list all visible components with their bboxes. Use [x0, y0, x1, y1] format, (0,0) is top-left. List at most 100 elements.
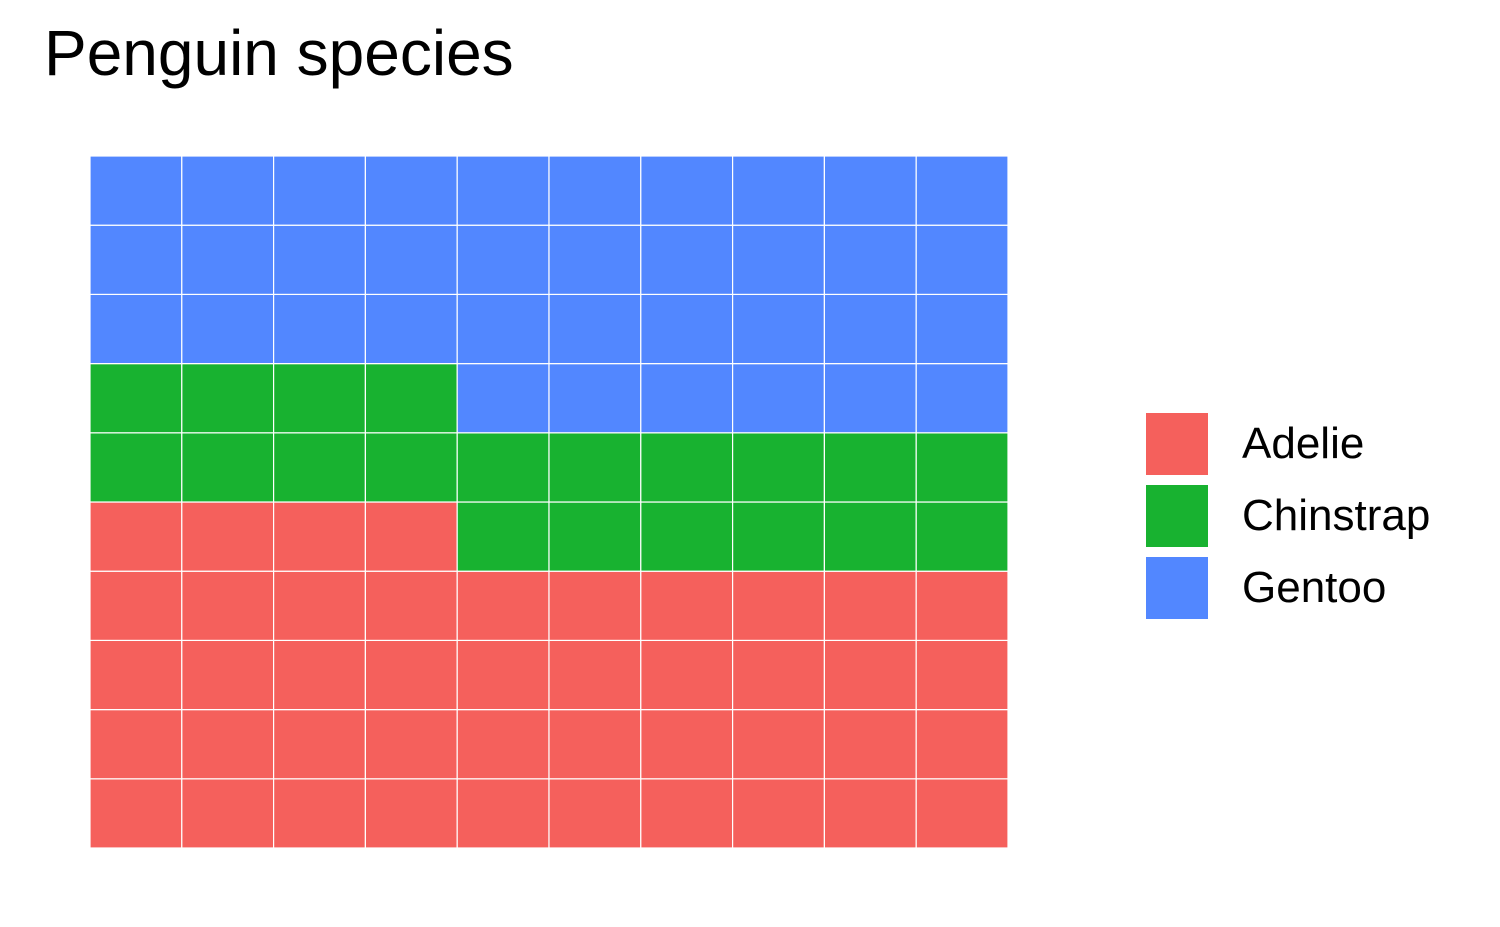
waffle-cell-adelie	[364, 570, 458, 642]
waffle-cell-chinstrap	[181, 432, 275, 503]
waffle-cell-gentoo	[731, 363, 825, 434]
waffle-cell-chinstrap	[456, 432, 550, 503]
waffle-cell-chinstrap	[731, 432, 825, 503]
waffle-cell-chinstrap	[89, 432, 183, 503]
waffle-cell-adelie	[456, 708, 550, 780]
legend: Adelie Chinstrap Gentoo	[1146, 413, 1430, 629]
waffle-cell-adelie	[456, 778, 550, 849]
waffle-cell-gentoo	[89, 155, 183, 226]
waffle-cell-gentoo	[456, 293, 550, 365]
waffle-cell-adelie	[273, 639, 367, 711]
waffle-cell-adelie	[915, 639, 1009, 711]
waffle-cell-gentoo	[915, 224, 1009, 295]
waffle-cell-adelie	[640, 639, 734, 711]
waffle-cell-adelie	[89, 570, 183, 642]
waffle-cell-adelie	[181, 708, 275, 780]
waffle-cell-chinstrap	[181, 363, 275, 434]
waffle-cell-adelie	[640, 778, 734, 849]
waffle-cell-gentoo	[364, 224, 458, 295]
waffle-cell-adelie	[731, 708, 825, 780]
waffle-cell-adelie	[89, 708, 183, 780]
waffle-cell-chinstrap	[640, 432, 734, 503]
waffle-cell-gentoo	[548, 224, 642, 295]
waffle-cell-chinstrap	[364, 363, 458, 434]
waffle-cell-chinstrap	[456, 501, 550, 572]
waffle-cell-adelie	[273, 570, 367, 642]
waffle-cell-adelie	[364, 501, 458, 572]
waffle-cell-adelie	[89, 639, 183, 711]
legend-item-chinstrap: Chinstrap	[1146, 485, 1430, 547]
waffle-cell-adelie	[640, 570, 734, 642]
waffle-cell-adelie	[823, 708, 917, 780]
waffle-cell-adelie	[915, 708, 1009, 780]
waffle-cell-chinstrap	[89, 363, 183, 434]
waffle-cell-adelie	[915, 570, 1009, 642]
waffle-cell-adelie	[548, 570, 642, 642]
waffle-cell-chinstrap	[548, 501, 642, 572]
waffle-cell-gentoo	[181, 293, 275, 365]
legend-label-gentoo: Gentoo	[1242, 563, 1387, 612]
waffle-cell-gentoo	[273, 224, 367, 295]
waffle-cell-gentoo	[640, 293, 734, 365]
waffle-cell-adelie	[548, 639, 642, 711]
waffle-cell-gentoo	[181, 155, 275, 226]
waffle-cell-gentoo	[456, 155, 550, 226]
waffle-cell-gentoo	[731, 155, 825, 226]
waffle-cell-adelie	[456, 639, 550, 711]
waffle-cell-gentoo	[548, 155, 642, 226]
waffle-cell-gentoo	[640, 155, 734, 226]
waffle-cell-adelie	[364, 778, 458, 849]
waffle-cell-gentoo	[915, 363, 1009, 434]
waffle-cell-gentoo	[456, 363, 550, 434]
waffle-cell-adelie	[89, 778, 183, 849]
waffle-cell-gentoo	[364, 155, 458, 226]
waffle-cell-chinstrap	[273, 432, 367, 503]
waffle-cell-adelie	[640, 708, 734, 780]
waffle-cell-adelie	[364, 708, 458, 780]
waffle-cell-chinstrap	[915, 432, 1009, 503]
waffle-cell-chinstrap	[823, 501, 917, 572]
legend-swatch-chinstrap	[1146, 485, 1208, 547]
waffle-cell-gentoo	[89, 293, 183, 365]
waffle-cell-chinstrap	[915, 501, 1009, 572]
waffle-cell-gentoo	[89, 224, 183, 295]
waffle-cell-gentoo	[823, 224, 917, 295]
waffle-cell-adelie	[731, 639, 825, 711]
waffle-cell-gentoo	[548, 363, 642, 434]
waffle-cell-adelie	[731, 778, 825, 849]
waffle-cell-adelie	[456, 570, 550, 642]
waffle-cell-gentoo	[823, 363, 917, 434]
waffle-cell-gentoo	[915, 293, 1009, 365]
legend-swatch-gentoo	[1146, 557, 1208, 619]
waffle-cell-chinstrap	[273, 363, 367, 434]
legend-item-gentoo: Gentoo	[1146, 557, 1430, 619]
waffle-cell-adelie	[548, 778, 642, 849]
waffle-cell-adelie	[181, 639, 275, 711]
waffle-cell-gentoo	[548, 293, 642, 365]
legend-label-adelie: Adelie	[1242, 419, 1365, 468]
waffle-cell-gentoo	[181, 224, 275, 295]
waffle-cell-gentoo	[640, 363, 734, 434]
waffle-cell-adelie	[273, 501, 367, 572]
waffle-cell-adelie	[89, 501, 183, 572]
waffle-cell-gentoo	[456, 224, 550, 295]
waffle-cell-chinstrap	[548, 432, 642, 503]
waffle-cell-chinstrap	[823, 432, 917, 503]
waffle-cell-adelie	[823, 639, 917, 711]
waffle-cell-gentoo	[915, 155, 1009, 226]
waffle-cell-adelie	[273, 778, 367, 849]
waffle-cell-adelie	[823, 778, 917, 849]
waffle-cell-gentoo	[273, 155, 367, 226]
waffle-cell-gentoo	[640, 224, 734, 295]
legend-swatch-adelie	[1146, 413, 1208, 475]
waffle-cell-adelie	[273, 708, 367, 780]
waffle-cell-chinstrap	[364, 432, 458, 503]
waffle-cell-adelie	[181, 778, 275, 849]
waffle-cell-chinstrap	[731, 501, 825, 572]
chart-title: Penguin species	[44, 17, 514, 89]
legend-label-chinstrap: Chinstrap	[1242, 491, 1431, 540]
legend-item-adelie: Adelie	[1146, 413, 1430, 475]
waffle-cell-gentoo	[364, 293, 458, 365]
waffle-cell-adelie	[181, 570, 275, 642]
